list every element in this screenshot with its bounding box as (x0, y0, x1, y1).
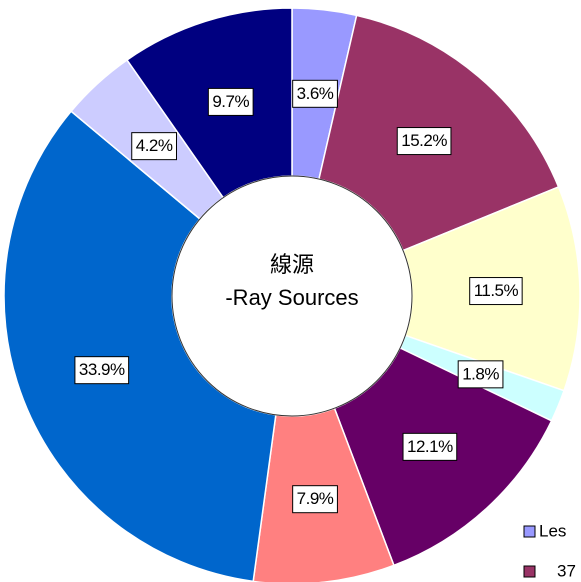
data-label: 12.1% (402, 432, 458, 461)
data-label-text: 3.6% (297, 84, 334, 103)
legend-swatch (523, 565, 536, 578)
data-label-text: 12.1% (407, 437, 453, 456)
data-label-text: 9.7% (212, 92, 249, 111)
data-label: 3.6% (292, 79, 338, 108)
data-label-box (74, 356, 130, 385)
data-label-box (457, 360, 504, 389)
data-label-text: 33.9% (79, 360, 125, 379)
data-label-text: 15.2% (401, 131, 447, 150)
data-label-text: 4.2% (136, 136, 173, 155)
data-label-text: 11.5% (474, 281, 519, 300)
data-label: 33.9% (74, 356, 130, 385)
center-title: 線源 (270, 252, 314, 277)
legend-swatch (523, 525, 536, 538)
data-label-box (207, 87, 254, 116)
legend-label: 37 (557, 561, 576, 580)
data-label: 1.8% (457, 360, 504, 389)
data-label-text: 1.8% (462, 364, 499, 383)
data-label: 11.5% (469, 277, 523, 306)
data-label-box (292, 485, 338, 514)
data-label: 7.9% (292, 485, 338, 514)
data-label-box (292, 79, 338, 108)
donut-hole (171, 175, 413, 417)
data-label: 15.2% (396, 127, 452, 156)
center-subtitle: -Ray Sources (225, 285, 358, 310)
data-label: 4.2% (131, 132, 177, 161)
data-label-box (469, 277, 523, 306)
data-label-box (402, 432, 458, 461)
data-label-box (396, 127, 452, 156)
legend-label: Les (539, 521, 566, 540)
data-label: 9.7% (207, 87, 254, 116)
data-label-box (131, 132, 177, 161)
data-label-text: 7.9% (297, 489, 334, 508)
